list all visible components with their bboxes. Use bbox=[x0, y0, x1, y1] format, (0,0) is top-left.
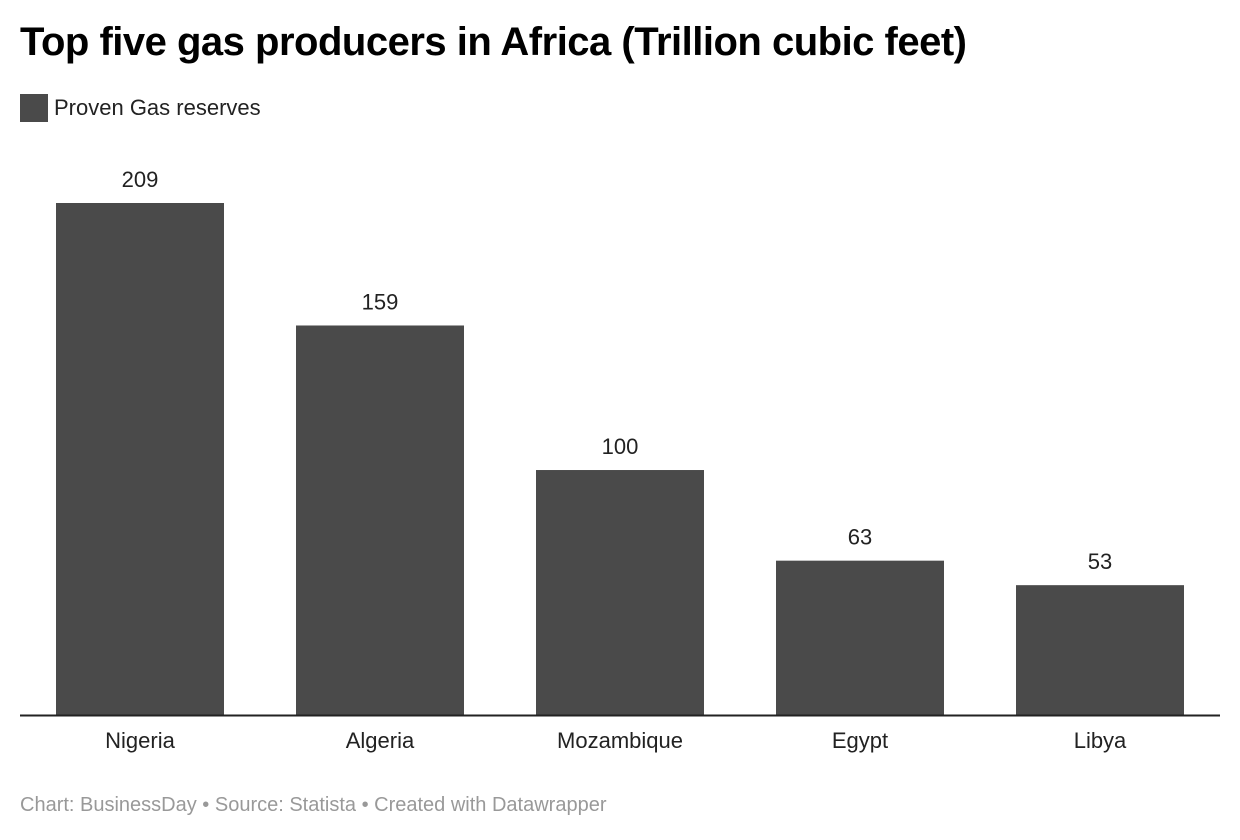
x-tick-label: Nigeria bbox=[105, 728, 175, 753]
bar-libya bbox=[1016, 585, 1184, 715]
bar-mozambique bbox=[536, 470, 704, 715]
chart-footer: Chart: BusinessDay • Source: Statista • … bbox=[20, 794, 607, 816]
bar-algeria bbox=[296, 325, 464, 715]
data-label: 53 bbox=[1088, 549, 1112, 574]
data-label: 209 bbox=[122, 167, 159, 192]
legend: Proven Gas reserves bbox=[20, 94, 261, 122]
bar-egypt bbox=[776, 560, 944, 715]
data-label: 63 bbox=[848, 525, 872, 550]
data-label: 159 bbox=[362, 289, 399, 314]
data-label: 100 bbox=[602, 434, 639, 459]
bar-nigeria bbox=[56, 203, 224, 715]
legend-swatch bbox=[20, 94, 48, 122]
chart-title: Top five gas producers in Africa (Trilli… bbox=[20, 20, 967, 64]
legend-label: Proven Gas reserves bbox=[54, 95, 261, 120]
x-tick-label: Libya bbox=[1074, 728, 1127, 753]
x-tick-label: Egypt bbox=[832, 728, 888, 753]
x-tick-label: Algeria bbox=[346, 728, 415, 753]
x-tick-label: Mozambique bbox=[557, 728, 683, 753]
